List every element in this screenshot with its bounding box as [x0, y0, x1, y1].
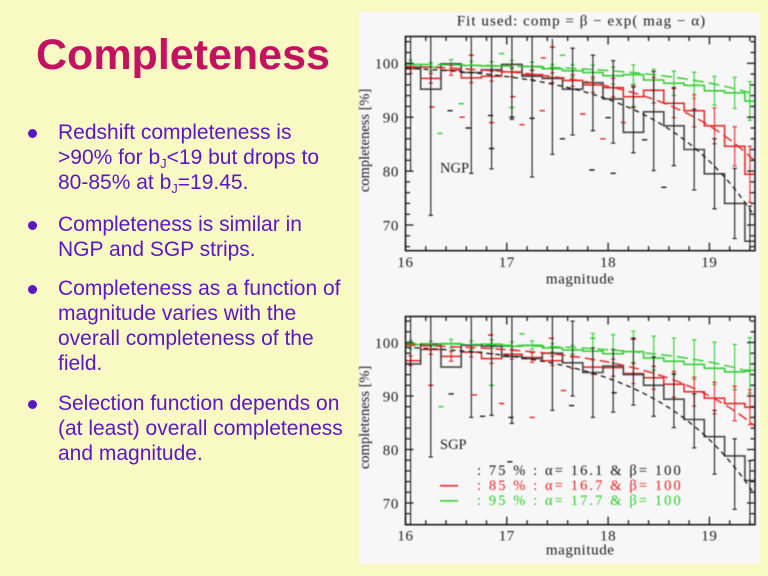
svg-text:Fit used: comp = β − exp( mag: Fit used: comp = β − exp( mag − α) — [457, 14, 706, 30]
svg-text:18: 18 — [600, 255, 616, 271]
svg-text:100: 100 — [375, 336, 399, 352]
svg-text:SGP: SGP — [440, 437, 467, 453]
svg-text:80: 80 — [383, 443, 399, 459]
svg-text:17: 17 — [499, 529, 515, 545]
svg-text:70: 70 — [383, 496, 399, 512]
svg-text:16: 16 — [397, 529, 413, 545]
svg-text:NGP: NGP — [440, 161, 469, 177]
svg-text:19: 19 — [701, 255, 717, 271]
svg-text:completeness [%]: completeness [%] — [359, 366, 373, 469]
svg-text:90: 90 — [383, 389, 399, 405]
svg-text:16: 16 — [397, 255, 413, 271]
svg-text:70: 70 — [383, 218, 399, 234]
svg-text:magnitude: magnitude — [546, 272, 615, 288]
svg-text:19: 19 — [701, 529, 717, 545]
svg-text:: 75 % : α= 16.1 & β= 100: : 75 % : α= 16.1 & β= 100 — [477, 463, 683, 479]
svg-text:17: 17 — [499, 255, 515, 271]
svg-text:: 95 % : α= 17.7 & β= 100: : 95 % : α= 17.7 & β= 100 — [477, 493, 683, 509]
svg-text:completeness [%]: completeness [%] — [359, 89, 373, 192]
svg-text:: 85 % : α= 16.7 & β= 100: : 85 % : α= 16.7 & β= 100 — [477, 478, 683, 494]
svg-text:80: 80 — [383, 164, 399, 180]
svg-text:90: 90 — [383, 111, 399, 127]
svg-text:100: 100 — [375, 57, 399, 73]
svg-text:18: 18 — [600, 529, 616, 545]
svg-text:magnitude: magnitude — [546, 543, 615, 559]
